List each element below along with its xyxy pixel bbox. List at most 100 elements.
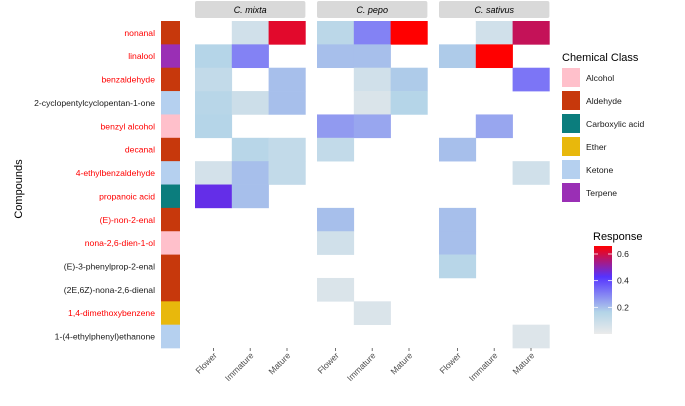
heatmap-cell [353,301,391,325]
compound-label: 2-cyclopentylcyclopentan-1-one [34,98,155,108]
class-bar-cell [161,207,180,232]
compound-label: benzyl alcohol [101,121,156,131]
heatmap-cell [475,44,513,69]
heatmap-cell [353,44,391,69]
heatmap-cell [439,254,477,279]
class-legend-swatch [562,183,580,202]
class-bar-cell [161,91,180,115]
heatmap-cell [195,184,233,209]
class-bar-cell [161,254,180,279]
heatmap-cell [231,161,269,185]
heatmap-cell [512,161,550,185]
facet-title: C. sativus [474,5,514,15]
heatmap-cell [390,21,428,45]
compound-label: (E)-3-phenylprop-2-enal [64,261,155,271]
class-legend-swatch [562,114,580,133]
class-bar-cell [161,67,180,92]
class-bar-cell [161,161,180,185]
heatmap-cell [353,67,391,92]
class-legend-title: Chemical Class [562,52,639,64]
heatmap-cell [317,231,355,255]
response-legend: Response 0.6 0.4 0.2 [593,231,643,334]
class-legend-label: Ketone [586,165,613,175]
response-tick-label: 0.4 [617,276,629,286]
heatmap-cell [439,137,477,162]
class-bar-cell [161,44,180,69]
class-bar-cell [161,184,180,209]
class-legend-swatch [562,160,580,179]
heatmap-cell [231,184,269,209]
heatmap-cell [195,91,233,115]
class-legend-label: Carboxylic acid [586,119,644,129]
heatmap-cell [439,44,477,69]
response-tick-label: 0.6 [617,249,629,259]
heatmap-cell [317,207,355,232]
heatmap-cell [195,161,233,185]
class-bar-cell [161,277,180,302]
class-legend-label: Aldehyde [586,96,622,106]
class-legend-label: Terpene [586,188,617,198]
heatmap-cell [475,114,513,139]
class-bar-cell [161,114,180,139]
compound-label: propanoic acid [99,191,155,201]
heatmap-cell [390,91,428,115]
compound-label: 4-ethylbenzaldehyde [76,168,156,178]
facet-panel: C. sativus [439,1,550,349]
heatmap-cell [317,44,355,69]
facet-strip [317,1,428,18]
facet-strip [195,1,306,18]
facet-title: C. mixta [234,5,267,15]
facet-panel: C. mixta [195,1,306,209]
heatmap-cell [512,21,550,45]
x-tick-label: Flower [438,350,463,375]
class-bar-cell [161,21,180,45]
heatmap-cell [268,161,306,185]
x-tick-label: Flower [316,350,341,375]
heatmap-cell [353,91,391,115]
compound-label: (2E,6Z)-nona-2,6-dienal [64,285,155,295]
x-tick-label: Mature [388,350,414,376]
heatmap-cell [317,21,355,45]
heatmap-cell [512,67,550,92]
heatmap-cell [353,21,391,45]
x-tick-label: Mature [510,350,536,376]
x-tick-labels: Flower Immature Mature Flower Immature Mature… [194,348,537,383]
heatmap-cell [231,137,269,162]
heatmap-cell [317,137,355,162]
compound-label: linalool [128,51,155,61]
facet-strip [439,1,550,18]
heatmap-cell [195,114,233,139]
response-legend-title: Response [593,231,643,243]
class-legend-swatch [562,91,580,110]
heatmap-cell [268,91,306,115]
compound-label: benzaldehyde [101,75,155,85]
compound-label: nona-2,6-dien-1-ol [85,238,155,248]
heatmap-cell [439,207,477,232]
heatmap-cell [353,114,391,139]
heatmap-cell [475,21,513,45]
facet-panels: C. mixta C. pepo C. sativus [195,1,550,349]
compound-label: (E)-non-2-enal [100,215,155,225]
compound-label: nonanal [124,28,155,38]
class-bar-cell [161,231,180,255]
heatmap-cell [268,137,306,162]
x-tick-label: Flower [194,350,219,375]
facet-title: C. pepo [356,5,388,15]
class-legend-swatch [562,68,580,87]
heatmap-cell [268,67,306,92]
x-tick-label: Immature [467,350,500,383]
heatmap-cell [195,44,233,69]
x-tick-label: Immature [345,350,378,383]
heatmap-cell [231,44,269,69]
class-bar-cell [161,324,180,349]
heatmap-cell [231,91,269,115]
compound-label: 1,4-dimethoxybenzene [68,308,155,318]
response-tick-label: 0.2 [617,302,629,312]
heatmap-cell [390,67,428,92]
x-tick-label: Mature [266,350,292,376]
response-colorbar [594,246,612,334]
compound-label: 1-(4-ethylphenyl)ethanone [55,332,156,342]
class-color-bar [161,21,180,349]
compound-labels: nonanal linalool benzaldehyde 2-cyclopentyl… [34,28,155,342]
